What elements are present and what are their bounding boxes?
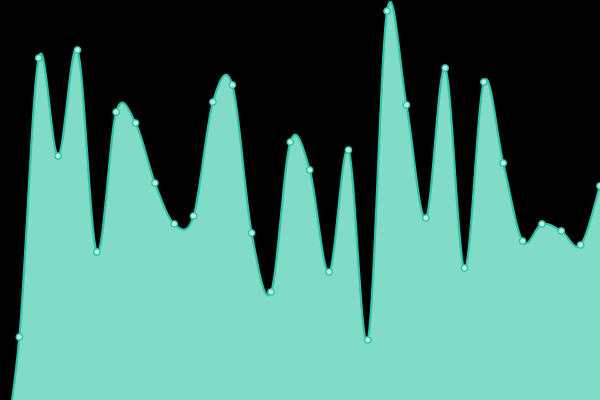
- data-point-marker[interactable]: [228, 81, 237, 89]
- data-point-marker[interactable]: [499, 159, 508, 167]
- data-point-marker[interactable]: [538, 220, 546, 228]
- data-point-marker[interactable]: [421, 214, 430, 222]
- data-point-marker[interactable]: [479, 78, 488, 86]
- data-point-marker[interactable]: [460, 264, 469, 272]
- data-point-marker[interactable]: [92, 248, 101, 256]
- data-point-marker[interactable]: [34, 54, 43, 62]
- data-point-marker[interactable]: [325, 268, 333, 276]
- data-point-marker[interactable]: [112, 108, 121, 116]
- data-point-marker[interactable]: [305, 166, 314, 174]
- data-point-marker[interactable]: [383, 7, 392, 15]
- data-point-marker[interactable]: [15, 333, 24, 341]
- data-point-marker[interactable]: [209, 98, 217, 106]
- data-point-marker[interactable]: [576, 241, 585, 249]
- data-point-marker[interactable]: [557, 227, 566, 235]
- data-point-marker[interactable]: [189, 212, 198, 220]
- data-point-marker[interactable]: [344, 146, 353, 154]
- data-point-marker[interactable]: [131, 119, 140, 127]
- data-point-marker[interactable]: [267, 288, 275, 296]
- data-point-marker[interactable]: [150, 179, 159, 187]
- data-point-marker[interactable]: [441, 64, 450, 72]
- data-point-marker[interactable]: [286, 138, 295, 146]
- data-point-marker[interactable]: [402, 101, 411, 109]
- data-point-marker[interactable]: [54, 152, 63, 160]
- data-point-marker[interactable]: [247, 229, 256, 237]
- data-point-marker[interactable]: [73, 46, 82, 54]
- data-point-marker[interactable]: [363, 336, 372, 344]
- data-point-marker[interactable]: [170, 220, 179, 228]
- data-point-markers: [15, 7, 600, 344]
- data-point-marker[interactable]: [518, 237, 527, 245]
